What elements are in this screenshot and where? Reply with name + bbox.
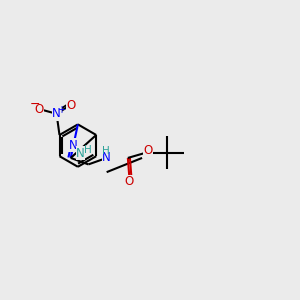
Text: O: O: [67, 99, 76, 112]
Text: H: H: [103, 146, 110, 157]
Text: O: O: [34, 103, 44, 116]
Text: H: H: [84, 145, 92, 155]
Text: +: +: [57, 105, 65, 115]
Text: O: O: [125, 175, 134, 188]
Text: N: N: [102, 152, 111, 164]
Text: −: −: [30, 98, 40, 111]
Text: O: O: [143, 144, 153, 157]
Text: N: N: [69, 139, 78, 152]
Text: N: N: [52, 107, 61, 120]
Text: N: N: [76, 147, 85, 160]
